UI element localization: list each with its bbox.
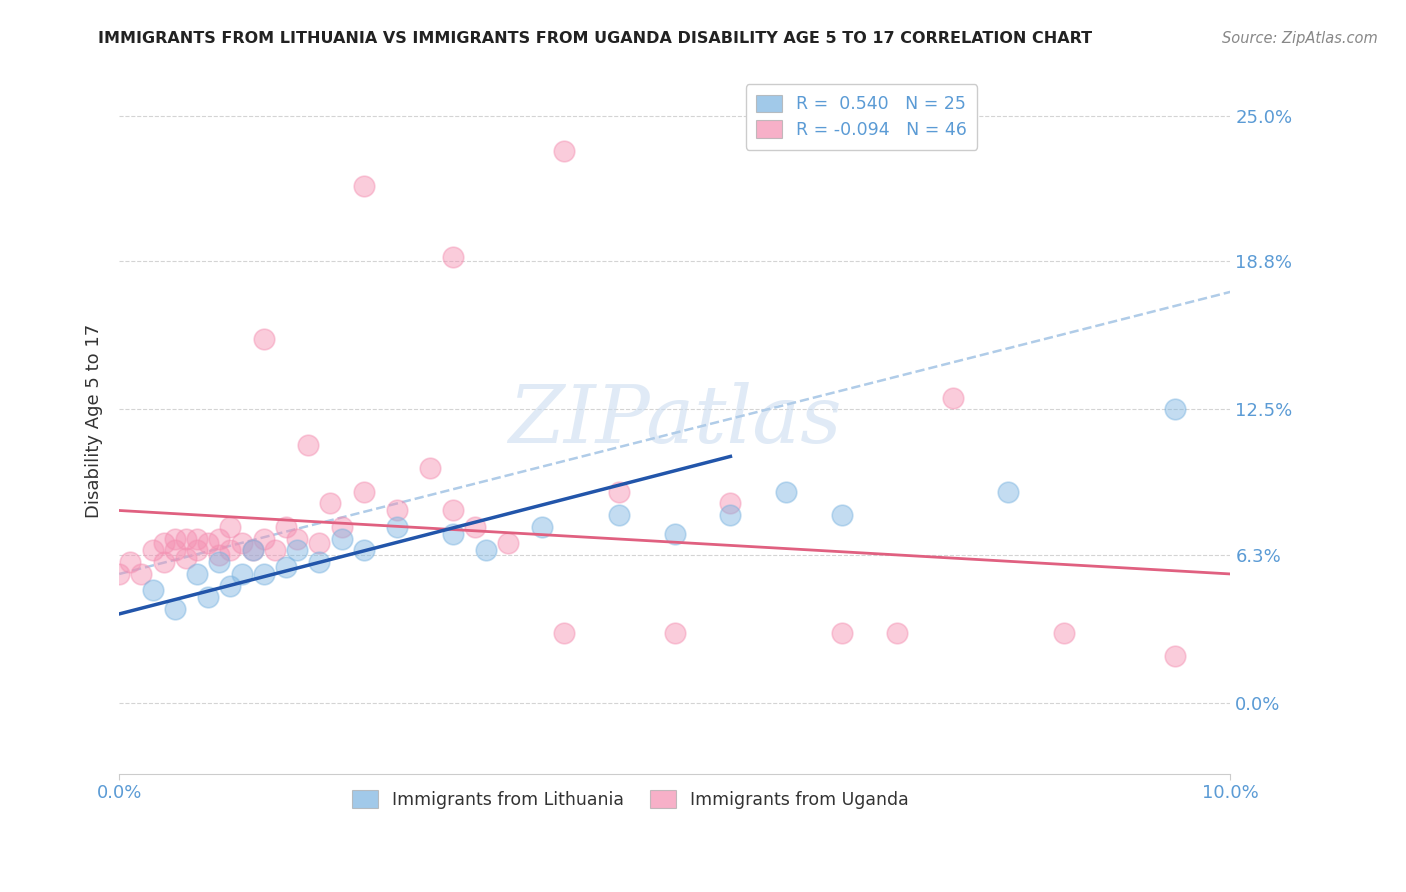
Point (530, 520, 553, 534)
Point (297, 438, 319, 452)
Point (441, 527, 464, 541)
Point (174, 532, 197, 546)
Point (308, 555, 330, 569)
Point (496, 536, 519, 550)
Point (131, 566, 153, 581)
Text: IMMIGRANTS FROM LITHUANIA VS IMMIGRANTS FROM UGANDA DISABILITY AGE 5 TO 17 CORRE: IMMIGRANTS FROM LITHUANIA VS IMMIGRANTS … (98, 31, 1092, 46)
Point (441, 503, 464, 517)
Point (475, 543, 498, 558)
Point (274, 520, 297, 534)
Point (607, 484, 630, 499)
Point (208, 548, 231, 562)
Point (330, 520, 353, 534)
Point (664, 625, 686, 640)
Point (174, 550, 197, 565)
Point (242, 543, 264, 558)
Point (353, 543, 375, 558)
Point (385, 520, 408, 534)
Point (285, 532, 308, 546)
Point (308, 536, 330, 550)
Point (1053, 625, 1076, 640)
Point (219, 543, 242, 558)
Point (163, 543, 186, 558)
Point (231, 566, 253, 581)
Point (330, 532, 353, 546)
Point (108, 566, 131, 581)
Point (720, 508, 742, 523)
Point (186, 543, 208, 558)
Point (464, 520, 486, 534)
Point (152, 555, 174, 569)
Point (831, 625, 853, 640)
Point (208, 555, 231, 569)
Point (263, 543, 285, 558)
Point (720, 496, 742, 510)
Point (242, 543, 264, 558)
Point (285, 543, 308, 558)
Point (1164, 649, 1187, 664)
Point (163, 602, 186, 616)
Point (319, 496, 342, 510)
Point (441, 250, 464, 264)
Point (142, 583, 165, 598)
Point (197, 536, 219, 550)
Legend: Immigrants from Lithuania, Immigrants from Uganda: Immigrants from Lithuania, Immigrants fr… (344, 783, 915, 816)
Point (997, 484, 1019, 499)
Point (353, 484, 375, 499)
Point (219, 579, 242, 593)
Point (253, 332, 276, 346)
Point (607, 508, 630, 523)
Point (142, 543, 165, 558)
Point (274, 560, 297, 574)
Point (208, 532, 231, 546)
Point (186, 566, 208, 581)
Point (353, 179, 375, 194)
Text: ZIPatlas: ZIPatlas (508, 383, 842, 460)
Point (253, 566, 276, 581)
Point (120, 555, 142, 569)
Point (163, 532, 186, 546)
Point (419, 461, 441, 475)
Point (152, 536, 174, 550)
Point (553, 144, 575, 158)
Point (1164, 402, 1187, 417)
Point (197, 591, 219, 605)
Point (775, 484, 797, 499)
Text: Source: ZipAtlas.com: Source: ZipAtlas.com (1222, 31, 1378, 46)
Point (942, 391, 965, 405)
Point (664, 527, 686, 541)
Point (886, 625, 908, 640)
Y-axis label: Disability Age 5 to 17: Disability Age 5 to 17 (86, 324, 103, 518)
Point (553, 625, 575, 640)
Point (385, 503, 408, 517)
Point (831, 508, 853, 523)
Point (253, 532, 276, 546)
Point (186, 532, 208, 546)
Point (219, 520, 242, 534)
Point (231, 536, 253, 550)
